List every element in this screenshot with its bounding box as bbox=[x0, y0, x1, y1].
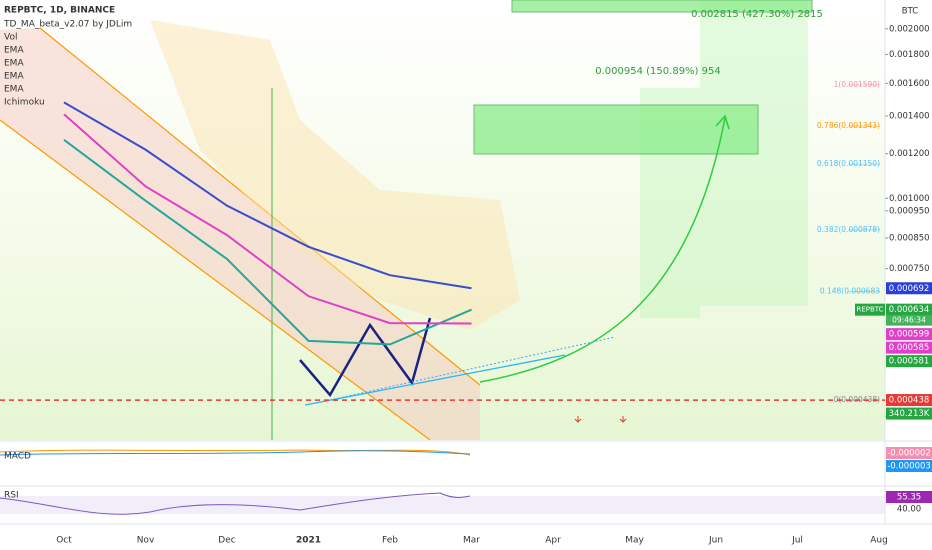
y-tick-label: 0.000850 bbox=[889, 233, 930, 243]
indicator: TD_MA_beta_v2.07 by JDLim bbox=[3, 20, 132, 30]
pane-tag-label: 55.35 bbox=[897, 493, 921, 503]
y-tick-label: 0.001200 bbox=[889, 149, 930, 159]
price-tag-label: 0.000634 bbox=[889, 305, 930, 315]
fib-label: 0.618(0.001150) bbox=[817, 159, 880, 168]
pane-tag bbox=[886, 503, 932, 515]
price-line bbox=[63, 139, 472, 346]
x-tick-label: May bbox=[625, 536, 644, 546]
channel bbox=[0, 28, 480, 440]
price-tag-label: 0.000599 bbox=[889, 330, 930, 340]
pane-label: RSI bbox=[4, 491, 19, 501]
y-tick-label: 0.002000 bbox=[889, 24, 930, 34]
x-tick-label: Feb bbox=[382, 536, 398, 546]
price-tag-name bbox=[855, 303, 885, 316]
arrow-marks bbox=[574, 416, 627, 423]
price-tag bbox=[886, 282, 932, 295]
indicator: Ichimoku bbox=[4, 98, 45, 108]
y-tick-label: 0.001800 bbox=[889, 50, 930, 60]
countdown-text: 09:46:34 bbox=[892, 316, 926, 325]
trend-line bbox=[304, 354, 566, 406]
x-tick-label: Oct bbox=[56, 536, 72, 546]
price-tag bbox=[886, 303, 932, 316]
symbol-title: REPBTC, 1D, BINANCE bbox=[4, 6, 115, 16]
x-tick-label: Nov bbox=[137, 536, 155, 546]
pane-tag-label: 40.00 bbox=[897, 505, 921, 515]
arrow-head bbox=[715, 114, 730, 130]
x-tick-label: Apr bbox=[545, 536, 561, 546]
x-tick-label: Dec bbox=[218, 536, 235, 546]
pane-label: MACD bbox=[4, 452, 31, 462]
indicator: EMA bbox=[4, 85, 24, 95]
y-tick-label: 0.001000 bbox=[889, 194, 930, 204]
target-box bbox=[473, 104, 759, 155]
channel-bottom bbox=[0, 119, 431, 441]
target-box bbox=[511, 0, 813, 13]
price-tag-label: 0.000585 bbox=[889, 343, 930, 353]
price-tag bbox=[886, 341, 932, 354]
macd-line bbox=[0, 450, 471, 456]
indicator: Vol bbox=[4, 33, 17, 43]
countdown bbox=[886, 315, 932, 326]
pane-tag-label: -0.000003 bbox=[887, 462, 931, 472]
indicator: EMA bbox=[4, 59, 24, 69]
price-tag-name-text: REPBTC bbox=[856, 306, 883, 314]
price-line bbox=[63, 113, 472, 325]
pane-tag bbox=[886, 491, 932, 503]
x-tick-label: Jun bbox=[708, 536, 723, 546]
indicator: EMA bbox=[4, 72, 24, 82]
x-tick-label: 2021 bbox=[296, 536, 321, 546]
y-tick-label: 0.001400 bbox=[889, 111, 930, 121]
rsi-line bbox=[0, 492, 471, 515]
y-tick-label: 0.000950 bbox=[889, 206, 930, 216]
price-tag-label: 0.000581 bbox=[889, 357, 930, 367]
price-tag-label: 0.000438 bbox=[889, 396, 930, 406]
x-tick-label: Mar bbox=[463, 536, 480, 546]
pane-tag-label: -0.000002 bbox=[887, 449, 931, 459]
annotation: 0.002815 (427.30%) 2815 bbox=[691, 9, 823, 20]
x-tick-label: Aug bbox=[870, 536, 888, 546]
macd-pane bbox=[0, 442, 885, 485]
price-line bbox=[63, 101, 472, 290]
rsi-band bbox=[0, 496, 885, 514]
x-tick-label: Jul bbox=[791, 536, 803, 546]
pane-tag bbox=[886, 460, 932, 472]
w-pattern bbox=[299, 317, 432, 398]
unit-label: BTC bbox=[902, 7, 919, 17]
fib-label: 0.786(0.001343) bbox=[817, 121, 880, 130]
volume-tag-label: 340.213K bbox=[889, 409, 930, 419]
cloud bbox=[150, 20, 520, 330]
price-tag bbox=[886, 328, 932, 341]
projection-arrow bbox=[479, 117, 726, 383]
price-tag bbox=[886, 355, 932, 368]
fib-label: 0.382(0.000878) bbox=[817, 225, 880, 234]
indicator: EMA bbox=[4, 46, 24, 56]
pane-tag bbox=[886, 447, 932, 459]
fib-label: 1(0.001590) bbox=[834, 80, 880, 89]
volume-tag bbox=[886, 407, 932, 420]
fib-label: 0.148(0.000683 bbox=[820, 286, 880, 295]
annotation: 0.000954 (150.89%) 954 bbox=[595, 66, 720, 77]
y-tick-label: 0.000750 bbox=[889, 264, 930, 274]
macd-signal bbox=[0, 449, 471, 456]
price-tag-label: 0.000692 bbox=[889, 284, 930, 294]
trend-line bbox=[329, 336, 616, 401]
price-tag bbox=[886, 394, 932, 407]
y-tick-label: 0.001600 bbox=[889, 79, 930, 89]
